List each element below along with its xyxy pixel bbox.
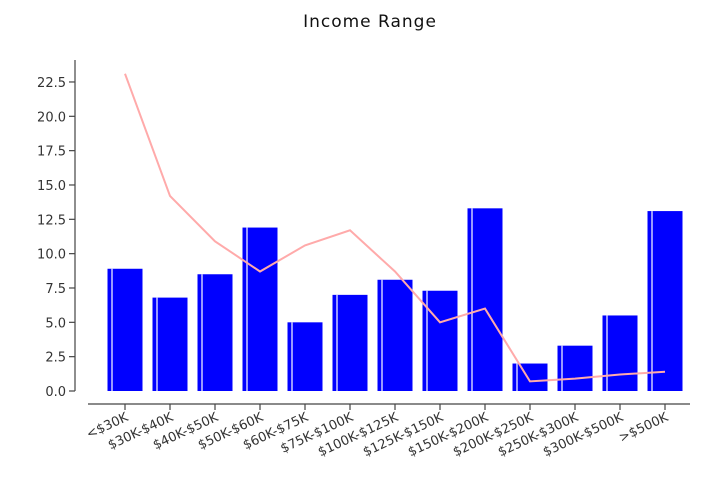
y-tick-label: 12.5 [37,213,66,228]
y-tick-label: 5.0 [45,316,66,331]
bar-highlight [516,363,518,391]
bar [512,363,548,391]
bar-highlight [561,345,563,391]
y-tick-label: 2.5 [45,351,66,366]
bar [377,279,413,391]
chart-title: Income Range [303,12,437,32]
bar-highlight [606,315,608,391]
y-tick-label: 20.0 [37,110,66,125]
bar [557,345,593,391]
bar [422,290,458,391]
bar-highlight [246,227,248,391]
y-tick-label: 10.0 [37,248,66,263]
bar-highlight [336,294,338,391]
bar-highlight [201,274,203,391]
y-tick-label: 22.5 [37,76,66,91]
bar [647,211,683,391]
bar-highlight [111,268,113,391]
y-tick-label: 7.5 [45,282,66,297]
bar-highlight [381,279,383,391]
bar [197,274,233,391]
bar [242,227,278,391]
bar [602,315,638,391]
y-tick-label: 17.5 [37,145,66,160]
line [124,73,666,383]
y-tick-label: 0.0 [45,385,66,400]
bar [107,268,143,391]
bar-highlight [426,290,428,391]
bar [332,294,368,391]
x-tick-label: >$500K [617,410,671,446]
bar [287,322,323,391]
bar-highlight [156,297,158,391]
y-tick-label: 15.0 [37,179,66,194]
bar [152,297,188,391]
bar-highlight [291,322,293,391]
bar-highlight [471,208,473,391]
bar [467,208,503,391]
bar-highlight [651,211,653,391]
